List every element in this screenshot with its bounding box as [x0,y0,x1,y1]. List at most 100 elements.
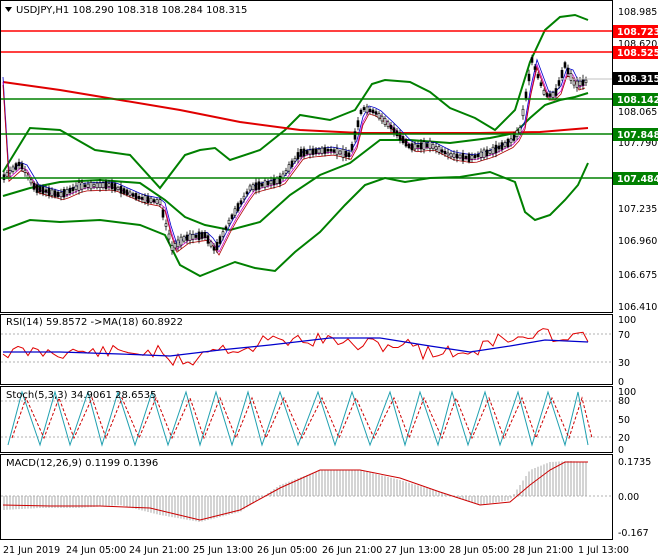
macd-pane-frame [0,454,613,540]
candle [380,113,384,125]
stoch-signal-line [11,396,593,440]
candle [212,243,216,254]
candle [506,137,510,149]
moving-average-slow [2,81,589,134]
candle [347,149,351,161]
candle [356,117,360,131]
candle [416,141,420,152]
bollinger-middle [2,92,589,232]
time-axis: 21 Jun 2019 24 Jun 05:00 24 Jun 21:00 25… [3,545,629,556]
price-tick: 107.235 [618,204,657,215]
candle [179,233,183,249]
candle [281,170,285,182]
candle [140,193,144,204]
candle [131,191,135,199]
current-price-tag-bg [613,72,658,85]
candle [401,134,405,145]
candle [569,69,573,85]
stoch-label: Stoch(5,3,3) 34.9061 28.6535 [6,390,157,401]
current-price-tag: 108.315 [617,74,660,85]
candle [227,217,231,227]
level-tag-bg [613,128,658,141]
svg-text:25 Jun 13:00: 25 Jun 13:00 [193,545,253,556]
candle [425,141,429,150]
level-tag-bg [613,25,658,38]
candle [149,196,153,205]
candle [500,140,504,152]
svg-text:-0.167: -0.167 [618,528,649,539]
candle [443,148,447,157]
candle [581,74,585,90]
candle [125,188,129,197]
candle [509,134,513,147]
candle [359,108,363,116]
dropdown-arrow-icon[interactable] [5,7,12,12]
price-tick: 107.790 [618,138,657,149]
candle [98,178,102,192]
candle [437,144,441,155]
macd-plot [2,461,588,522]
svg-text:27 Jun 13:00: 27 Jun 13:00 [385,545,445,556]
candle [287,161,291,175]
candle [161,206,165,221]
candle [422,137,426,154]
svg-text:70: 70 [618,330,630,341]
candle [191,230,195,244]
candle [101,180,105,190]
candle [263,177,267,191]
macd-signal-line [2,461,588,521]
moving-average-fast-0 [2,58,586,248]
candle [320,145,324,156]
candle [200,230,204,241]
candle [464,154,468,161]
price-plot [2,13,589,278]
candle [461,149,465,165]
candle [143,193,147,205]
candle [290,158,294,170]
candle [584,76,588,87]
symbol-title: USDJPY,H1 108.290 108.318 108.284 108.31… [16,5,247,16]
candle [386,119,390,129]
candle [452,150,456,161]
svg-text:28 Jun 05:00: 28 Jun 05:00 [449,545,509,556]
candle [278,172,282,188]
candle [197,228,201,244]
candle [182,234,186,243]
candle [332,147,336,155]
candle [542,88,546,97]
candle [14,161,18,172]
svg-text:26 Jun 21:00: 26 Jun 21:00 [322,545,382,556]
svg-text:21 Jun 2019: 21 Jun 2019 [3,545,60,556]
candle [467,152,471,164]
bollinger-lower [2,162,589,278]
candle [56,190,60,199]
candle [20,160,24,172]
candle [314,147,318,156]
candle [377,111,381,121]
level-tags: 108.723 108.525 108.315 108.142 107.848 … [613,25,660,185]
candle [62,186,66,200]
candle [8,166,12,178]
candle [338,149,342,156]
rsi-plot [2,328,589,367]
candle [311,145,315,158]
candle [74,182,78,194]
candle [83,182,87,190]
candle [284,167,288,176]
candle [194,232,198,241]
candle [137,193,141,202]
candle [350,141,354,153]
price-pane-frame [0,0,613,313]
candle [368,106,372,115]
svg-text:0.1735: 0.1735 [618,457,651,468]
candle [122,186,126,196]
candle [215,238,219,254]
candle [254,178,258,195]
svg-text:1 Jul 13:00: 1 Jul 13:00 [578,545,629,556]
candle [419,139,423,153]
svg-text:24 Jun 05:00: 24 Jun 05:00 [66,545,126,556]
candle [92,181,96,190]
candle [128,189,132,198]
